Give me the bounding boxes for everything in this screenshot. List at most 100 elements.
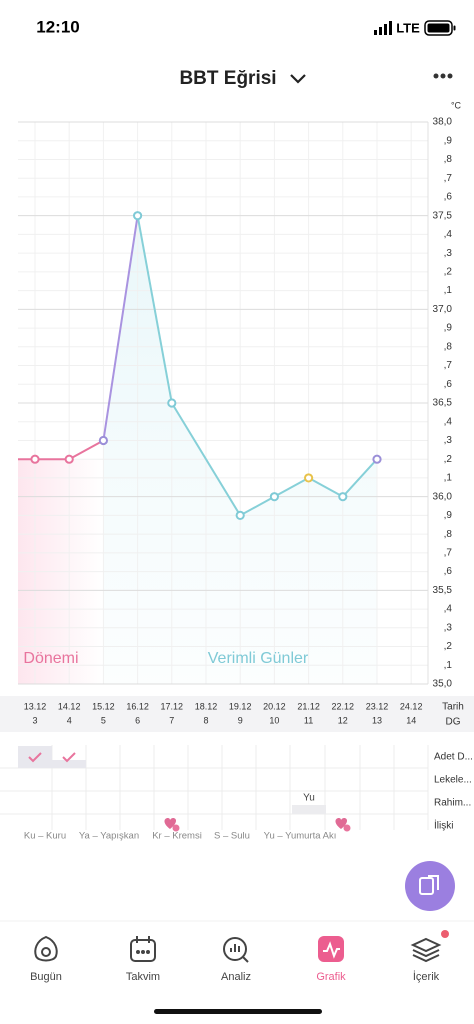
line-segment — [273, 477, 310, 498]
nav-icon[interactable] — [410, 930, 449, 963]
record-row-label[interactable]: İlişki — [434, 819, 453, 832]
page-title[interactable]: BBT Eğrisi — [179, 68, 276, 89]
y-tick-label: ,9 — [444, 510, 453, 521]
line-layer — [18, 211, 382, 521]
record-row-label[interactable]: Adet D... — [434, 752, 473, 763]
y-tick-label: ,7 — [444, 360, 453, 371]
nav-label[interactable]: Takvim — [126, 971, 160, 983]
legend-item: Ku – Kuru — [24, 831, 66, 842]
cycle-day-label: 10 — [269, 715, 279, 725]
home-indicator — [154, 1009, 322, 1014]
heart-icon — [335, 818, 351, 832]
row-label: Tarih — [442, 702, 464, 713]
data-point — [30, 454, 40, 464]
chip-bg — [292, 805, 326, 814]
y-tick-label: ,9 — [444, 135, 453, 146]
y-tick-label: ,6 — [444, 192, 453, 203]
nav-icon[interactable] — [318, 936, 344, 962]
title-dropdown[interactable] — [290, 74, 306, 84]
phase-label: Dönemi — [23, 650, 78, 667]
status-time: 12:10 — [36, 17, 79, 36]
cycle-day-label: 8 — [203, 715, 208, 725]
date-label: 21.12 — [297, 701, 320, 711]
date-label: 19.12 — [229, 701, 252, 711]
y-tick-label: 35,5 — [433, 585, 453, 596]
line-segment — [170, 402, 242, 516]
date-label: 18.12 — [195, 701, 218, 711]
cycle-day-label: 4 — [67, 715, 72, 725]
y-tick-label: ,9 — [444, 323, 453, 334]
heart-icon — [164, 818, 180, 832]
more-menu[interactable] — [433, 73, 453, 79]
y-tick-label: ,2 — [444, 454, 453, 465]
cycle-day-label: 7 — [169, 715, 174, 725]
y-tick-label: ,3 — [444, 435, 453, 446]
check-icon — [28, 752, 42, 763]
date-label: 16.12 — [126, 701, 149, 711]
record-row-label[interactable]: Rahim... — [434, 798, 471, 809]
legend-item: Yu – Yumurta Akı — [264, 831, 337, 842]
y-tick-label: ,1 — [444, 285, 453, 296]
nav-icon[interactable] — [223, 937, 249, 963]
cycle-day-label: 3 — [32, 715, 37, 725]
date-label: 24.12 — [400, 701, 423, 711]
y-tick-label: ,8 — [444, 154, 453, 165]
line-segment — [68, 439, 104, 461]
record-chip: Yu — [303, 793, 315, 804]
nav-icon[interactable] — [34, 935, 58, 962]
cycle-day-label: 9 — [238, 715, 243, 725]
cycle-day-label: 12 — [338, 715, 348, 725]
legend-item: Ya – Yapışkan — [79, 831, 139, 842]
grid — [18, 121, 429, 685]
nav-label[interactable]: İçerik — [413, 970, 440, 983]
y-tick-label: ,1 — [444, 473, 453, 484]
data-point — [269, 492, 279, 502]
y-tick-label: ,3 — [444, 622, 453, 633]
y-tick-label: 38,0 — [433, 117, 453, 128]
legend-item: Kr – Kremsi — [152, 831, 202, 842]
y-tick-label: 35,0 — [433, 679, 453, 690]
line-segment — [102, 215, 139, 441]
data-point — [64, 454, 74, 464]
cycle-day-label: 6 — [135, 715, 140, 725]
nav-label[interactable]: Analiz — [221, 971, 251, 983]
cycle-day-label: 5 — [101, 715, 106, 725]
y-tick-label: ,6 — [444, 566, 453, 577]
cycle-day-label: 14 — [406, 715, 416, 725]
y-tick-label: ,4 — [444, 604, 453, 615]
nav-label[interactable]: Grafik — [316, 971, 346, 983]
y-tick-label: ,4 — [444, 229, 453, 240]
data-point — [98, 435, 109, 446]
y-tick-label: 37,5 — [433, 210, 453, 221]
record-row-label[interactable]: Lekele... — [434, 775, 472, 786]
y-tick-label: ,1 — [444, 660, 453, 671]
line-segment — [342, 458, 378, 498]
data-point — [235, 510, 245, 521]
period-cell — [18, 746, 52, 768]
y-tick-label: ,3 — [444, 248, 453, 259]
date-label: 23.12 — [366, 701, 389, 711]
nav-label[interactable]: Bugün — [30, 971, 62, 983]
line-segment — [239, 495, 275, 517]
date-label: 20.12 — [263, 701, 286, 711]
date-label: 17.12 — [161, 701, 184, 711]
y-tick-label: 37,0 — [433, 304, 453, 315]
cycle-day-label: 13 — [372, 715, 382, 725]
y-tick-label: ,8 — [444, 341, 453, 352]
y-tick-label: ,7 — [444, 173, 453, 184]
battery-icon — [424, 20, 456, 36]
y-tick-label: ,8 — [444, 529, 453, 540]
data-point — [338, 492, 348, 502]
data-point — [167, 398, 177, 408]
date-label: 15.12 — [92, 701, 115, 711]
legend-item: S – Sulu — [214, 831, 250, 842]
phase-label: Verimli Günler — [208, 650, 309, 667]
y-tick-label: ,2 — [444, 641, 453, 652]
date-label: 13.12 — [24, 701, 47, 711]
nav-icon[interactable] — [130, 936, 156, 962]
date-row — [0, 696, 474, 732]
fab-button[interactable] — [405, 861, 455, 911]
status-network: LTE — [396, 20, 420, 35]
